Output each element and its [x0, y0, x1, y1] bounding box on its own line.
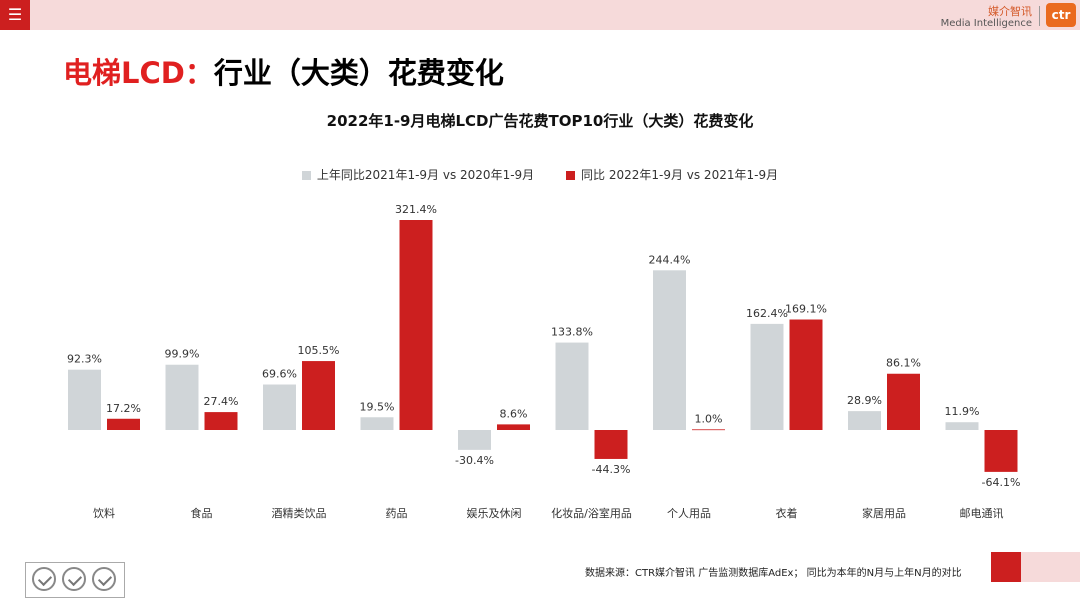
bar-current-year-cat-9 [984, 430, 1018, 472]
bar-prev-year-cat-4 [458, 430, 491, 450]
brand-text: 媒介智讯 Media Intelligence [941, 6, 1032, 29]
data-label-prev-year-cat-6: 244.4% [649, 253, 691, 266]
bar-current-year-cat-1 [204, 412, 238, 430]
brand-en: Media Intelligence [940, 18, 1032, 29]
legend-item-prev-year: 上年同比2021年1-9月 vs 2020年1-9月 [301, 166, 535, 183]
footer-red-block [991, 552, 1021, 582]
legend-label-current-year: 同比 2022年1-9月 vs 2021年1-9月 [581, 168, 779, 182]
page-title-black: 行业（大类）花费变化 [213, 56, 504, 90]
data-source-note: 数据来源：CTR媒介智讯 广告监测数据库AdEx； 同比为本年的N月与上年N月的… [585, 568, 962, 579]
bar-prev-year-cat-7 [750, 323, 784, 430]
legend-swatch-gray [301, 171, 311, 180]
data-label-prev-year-cat-5: 133.8% [551, 326, 593, 339]
bar-prev-year-cat-9 [945, 422, 979, 430]
bar-prev-year-cat-2 [263, 384, 296, 430]
certification-check-icon [62, 567, 86, 591]
bar-current-year-cat-4 [497, 424, 530, 430]
top-header-band [0, 0, 1080, 30]
bar-prev-year-cat-1 [165, 364, 199, 430]
legend-item-current-year: 同比 2022年1-9月 vs 2021年1-9月 [566, 166, 778, 183]
bar-current-year-cat-8 [887, 373, 920, 430]
data-label-prev-year-cat-1: 99.9% [165, 348, 200, 361]
data-label-current-year-cat-8: 86.1% [886, 357, 921, 370]
category-label-cat-4: 娱乐及休闲 [467, 506, 522, 520]
category-label-cat-0: 饮料 [93, 506, 115, 520]
data-label-prev-year-cat-2: 69.6% [262, 368, 297, 381]
category-label-cat-5: 化妆品/浴室用品 [551, 506, 632, 520]
bar-prev-year-cat-3 [360, 417, 394, 430]
legend-label-prev-year: 上年同比2021年1-9月 vs 2020年1-9月 [316, 168, 535, 182]
bar-current-year-cat-7 [789, 319, 823, 430]
category-label-cat-3: 药品 [386, 507, 408, 520]
bar-prev-year-cat-8 [848, 411, 881, 430]
data-label-current-year-cat-5: -44.3% [592, 463, 631, 476]
bar-current-year-cat-3 [399, 220, 433, 430]
data-label-current-year-cat-0: 17.2% [106, 402, 141, 415]
data-label-prev-year-cat-4: -30.4% [455, 454, 494, 467]
certification-check-icon [92, 567, 116, 591]
data-label-current-year-cat-6: 1.0% [695, 412, 723, 425]
chart-title: 2022年1-9月电梯LCD广告花费TOP10行业（大类）花费变化 [326, 112, 754, 130]
bar-current-year-cat-0 [107, 418, 140, 430]
category-label-cat-2: 酒精类饮品 [272, 506, 327, 520]
hamburger-menu-icon[interactable]: ☰ [0, 0, 30, 30]
bar-prev-year-cat-0 [68, 369, 101, 430]
data-label-prev-year-cat-0: 92.3% [67, 353, 102, 366]
data-label-current-year-cat-3: 321.4% [395, 203, 437, 216]
brand-cn: 媒介智讯 [988, 5, 1032, 18]
bar-current-year-cat-6 [692, 429, 725, 431]
brand-divider [1039, 6, 1040, 26]
data-label-current-year-cat-2: 105.5% [298, 344, 340, 357]
data-label-prev-year-cat-8: 28.9% [847, 394, 882, 407]
category-label-cat-9: 邮电通讯 [960, 507, 1004, 520]
data-label-current-year-cat-4: 8.6% [500, 407, 528, 420]
category-label-cat-1: 食品 [191, 506, 213, 520]
certification-check-icon [32, 567, 56, 591]
bar-current-year-cat-5 [594, 430, 628, 459]
category-label-cat-8: 家居用品 [862, 506, 906, 520]
ctr-logo: ctr [1046, 3, 1076, 27]
bar-prev-year-cat-5 [555, 342, 589, 430]
data-label-current-year-cat-7: 169.1% [785, 303, 827, 316]
page-title-red: 电梯LCD： [63, 56, 214, 90]
chart-legend: 上年同比2021年1-9月 vs 2020年1-9月 同比 2022年1-9月 … [0, 166, 1080, 183]
data-label-current-year-cat-1: 27.4% [204, 395, 239, 408]
data-label-prev-year-cat-9: 11.9% [945, 405, 980, 418]
data-label-current-year-cat-9: -64.1% [982, 476, 1021, 489]
category-label-cat-6: 个人用品 [667, 507, 711, 520]
data-label-prev-year-cat-7: 162.4% [746, 307, 788, 320]
legend-swatch-red [566, 171, 575, 180]
category-label-cat-7: 衣着 [776, 506, 798, 520]
bar-prev-year-cat-6 [653, 270, 686, 430]
page-title: 电梯LCD：行业（大类）花费变化 [63, 50, 504, 92]
certification-badges [25, 562, 125, 598]
bar-current-year-cat-2 [302, 361, 335, 430]
footer-pink-block [1021, 552, 1080, 582]
data-label-prev-year-cat-3: 19.5% [360, 400, 395, 413]
